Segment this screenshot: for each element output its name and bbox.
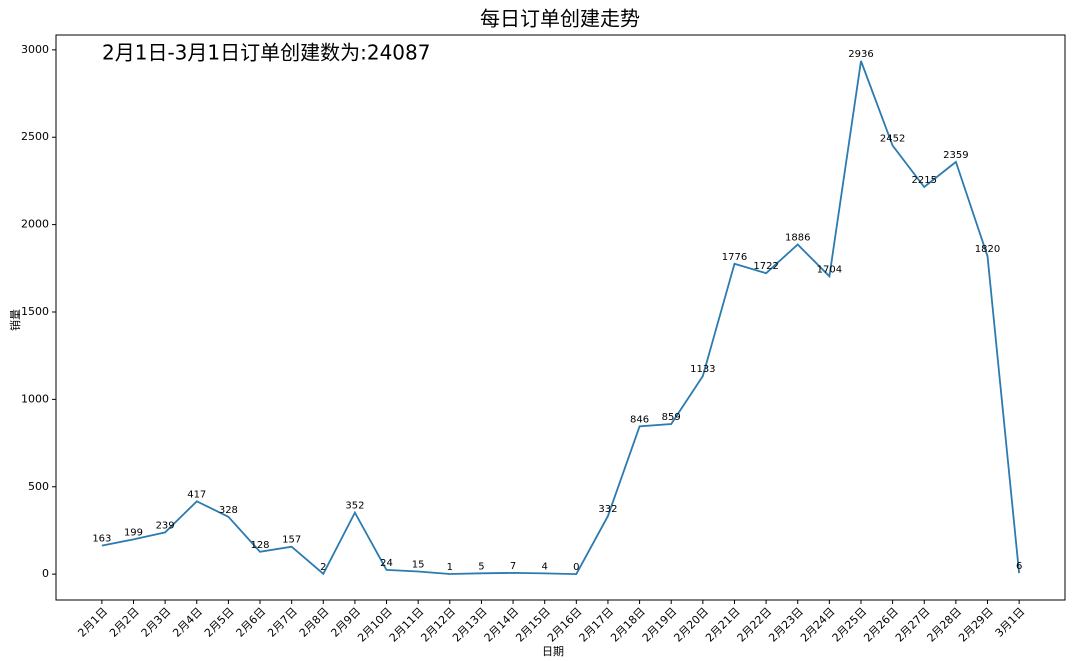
y-tick-label: 2500 xyxy=(21,130,49,143)
data-label: 163 xyxy=(92,534,111,545)
data-label: 128 xyxy=(250,540,269,551)
data-label: 0 xyxy=(573,562,579,573)
data-label: 352 xyxy=(345,501,364,512)
y-tick-label: 2000 xyxy=(21,218,49,231)
data-label: 7 xyxy=(510,561,516,572)
y-tick-label: 1500 xyxy=(21,305,49,318)
x-tick-label: 2月7日 xyxy=(265,605,300,640)
x-tick-label: 2月4日 xyxy=(170,605,205,640)
data-label: 2936 xyxy=(848,49,873,60)
line xyxy=(101,60,1020,576)
y-tick-label: 3000 xyxy=(21,43,49,56)
data-label: 1776 xyxy=(722,252,747,263)
y-axis-label: 销量 xyxy=(8,309,22,331)
data-label: 417 xyxy=(187,489,206,500)
x-tick-label: 2月5日 xyxy=(202,605,237,640)
data-label: 1704 xyxy=(817,264,842,275)
x-tick-label: 2月3日 xyxy=(139,605,174,640)
data-label: 15 xyxy=(412,560,425,571)
x-tick-label: 2月2日 xyxy=(107,605,142,640)
data-label: 1 xyxy=(447,562,453,573)
data-label: 4 xyxy=(541,561,547,572)
data-label: 1133 xyxy=(690,364,715,375)
x-tick-label: 3月1日 xyxy=(993,605,1028,640)
data-label: 2452 xyxy=(880,134,905,145)
x-axis-label: 日期 xyxy=(542,645,564,658)
y-tick-label: 1000 xyxy=(21,392,49,405)
chart-title: 每日订单创建走势 xyxy=(480,7,640,31)
data-label: 157 xyxy=(282,535,301,546)
data-label: 859 xyxy=(662,412,681,423)
data-label: 846 xyxy=(630,414,649,425)
plot-frame xyxy=(55,34,1066,601)
data-label: 239 xyxy=(156,520,175,531)
data-label: 1820 xyxy=(975,244,1000,255)
data-label: 328 xyxy=(219,505,238,516)
data-label: 24 xyxy=(380,558,393,569)
x-tick-label: 2月1日 xyxy=(75,605,110,640)
data-label: 2 xyxy=(320,562,326,573)
x-tick-label: 2月8日 xyxy=(297,605,332,640)
annotation: 2月1日-3月1日订单创建数为:24087 xyxy=(102,41,430,65)
data-label: 199 xyxy=(124,527,143,538)
data-label: 1722 xyxy=(753,261,778,272)
data-label: 6 xyxy=(1016,561,1022,572)
y-tick-label: 0 xyxy=(42,567,49,580)
data-label: 2215 xyxy=(912,175,937,186)
data-label: 2359 xyxy=(943,150,968,161)
y-tick-label: 500 xyxy=(28,480,49,493)
data-label: 5 xyxy=(478,561,484,572)
data-label: 1886 xyxy=(785,233,810,244)
x-tick-label: 2月29日 xyxy=(956,605,996,645)
data-label: 332 xyxy=(598,504,617,515)
x-tick-label: 2月6日 xyxy=(234,605,269,640)
